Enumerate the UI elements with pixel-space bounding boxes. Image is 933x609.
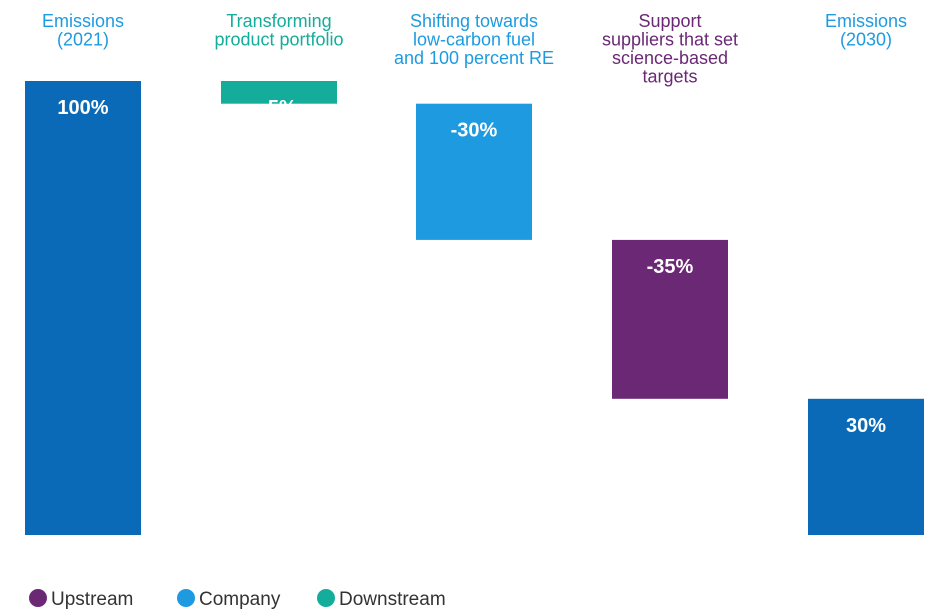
bar-2	[221, 81, 337, 104]
category-label-line: product portfolio	[214, 30, 343, 50]
legend-item-downstream: Downstream	[317, 589, 446, 609]
category-label-3: Shifting towards low-carbon fuel and 100 p…	[394, 11, 554, 68]
category-labels: Emissions (2021)Transforming product portf…	[42, 11, 907, 87]
category-label-line: Transforming	[226, 11, 331, 31]
category-label-line: Emissions	[42, 11, 124, 31]
bar-value-label-1: 100%	[57, 97, 108, 119]
bar-value-label-2: -5%	[261, 97, 297, 119]
bar-value-label-3: -30%	[451, 120, 498, 142]
bar-4	[612, 239, 728, 399]
bar-value-label-5: 30%	[846, 415, 886, 437]
category-label-line: Shifting towards	[410, 11, 538, 31]
legend-swatch	[29, 589, 47, 607]
category-label-line: science-based	[612, 48, 728, 68]
legend-swatch	[317, 589, 335, 607]
bars	[25, 81, 924, 535]
bar-5	[808, 398, 924, 535]
value-labels: 100% -5% -30% -35% 30%	[57, 97, 886, 437]
category-label-line: (2030)	[840, 30, 892, 50]
category-label-5: Emissions (2030)	[825, 11, 907, 50]
category-label-line: suppliers that set	[602, 30, 738, 50]
category-label-4: Support suppliers that set science-based ta…	[602, 11, 738, 87]
legend-label: Company	[199, 589, 281, 609]
bar-1	[25, 81, 141, 535]
bar-3	[416, 103, 532, 240]
category-label-line: and 100 percent RE	[394, 48, 554, 68]
category-label-2: Transforming product portfolio	[214, 11, 343, 50]
legend-item-company: Company	[177, 589, 281, 609]
category-label-line: targets	[642, 67, 697, 87]
legend: Upstream Company Downstream	[29, 589, 446, 609]
legend-label: Upstream	[51, 589, 133, 609]
category-label-line: low-carbon fuel	[413, 30, 535, 50]
category-label-1: Emissions (2021)	[42, 11, 124, 50]
legend-swatch	[177, 589, 195, 607]
bar-value-label-4: -35%	[647, 256, 694, 278]
legend-label: Downstream	[339, 589, 446, 609]
category-label-line: Emissions	[825, 11, 907, 31]
category-label-line: (2021)	[57, 30, 109, 50]
category-label-line: Support	[638, 11, 701, 31]
legend-item-upstream: Upstream	[29, 589, 133, 609]
